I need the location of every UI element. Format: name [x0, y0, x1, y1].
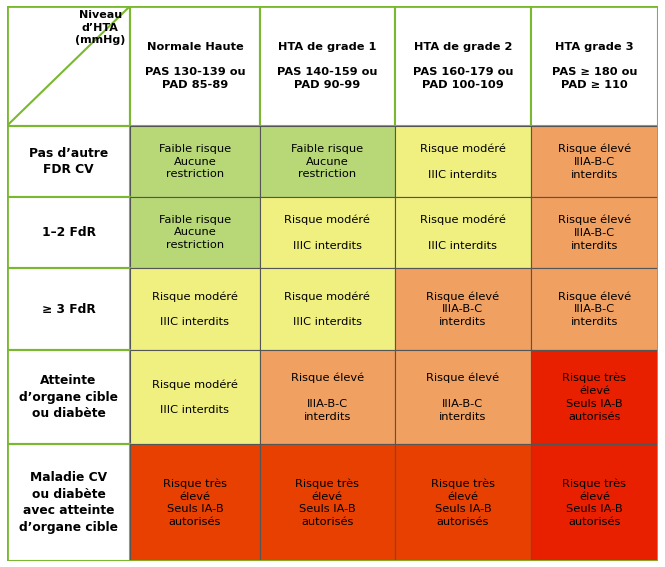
- Text: Faible risque
Aucune
restriction: Faible risque Aucune restriction: [159, 215, 231, 250]
- Bar: [531, 444, 658, 561]
- Bar: [531, 268, 658, 350]
- Text: Atteinte
d’organe cible
ou diabète: Atteinte d’organe cible ou diabète: [19, 374, 118, 420]
- Text: HTA de grade 1

PAS 140-159 ou
PAD 90-99: HTA de grade 1 PAS 140-159 ou PAD 90-99: [277, 41, 378, 90]
- Text: Risque élevé
IIIA-B-C
interdits: Risque élevé IIIA-B-C interdits: [558, 143, 631, 180]
- Bar: [7, 197, 130, 268]
- Text: Risque très
élevé
Seuls IA-B
autorisés: Risque très élevé Seuls IA-B autorisés: [295, 479, 359, 527]
- Text: Pas d’autre
FDR CV: Pas d’autre FDR CV: [29, 147, 108, 176]
- Bar: [259, 6, 395, 126]
- Text: Risque élevé
IIIA-B-C
interdits: Risque élevé IIIA-B-C interdits: [558, 291, 631, 327]
- Text: Faible risque
Aucune
restriction: Faible risque Aucune restriction: [291, 143, 363, 179]
- Bar: [259, 268, 395, 350]
- Bar: [130, 197, 259, 268]
- Bar: [531, 6, 658, 126]
- Text: Risque modéré

IIIC interdits: Risque modéré IIIC interdits: [285, 291, 370, 327]
- Bar: [259, 444, 395, 561]
- Bar: [7, 268, 130, 350]
- Bar: [395, 126, 531, 197]
- Bar: [259, 197, 395, 268]
- Text: ≥ 3 FdR: ≥ 3 FdR: [42, 303, 96, 316]
- Text: Risque très
élevé
Seuls IA-B
autorisés: Risque très élevé Seuls IA-B autorisés: [563, 373, 626, 422]
- Text: Normale Haute

PAS 130-139 ou
PAD 85-89: Normale Haute PAS 130-139 ou PAD 85-89: [145, 41, 245, 90]
- Bar: [130, 350, 259, 444]
- Bar: [7, 126, 130, 197]
- Text: Risque élevé
IIIA-B-C
interdits: Risque élevé IIIA-B-C interdits: [426, 291, 499, 327]
- Text: Risque élevé
IIIA-B-C
interdits: Risque élevé IIIA-B-C interdits: [558, 214, 631, 251]
- Bar: [395, 268, 531, 350]
- Text: Maladie CV
ou diabète
avec atteinte
d’organe cible: Maladie CV ou diabète avec atteinte d’or…: [19, 472, 118, 534]
- Bar: [259, 126, 395, 197]
- Text: Risque modéré

IIIC interdits: Risque modéré IIIC interdits: [420, 143, 506, 180]
- Bar: [130, 126, 259, 197]
- Bar: [395, 444, 531, 561]
- Bar: [259, 350, 395, 444]
- Text: Risque très
élevé
Seuls IA-B
autorisés: Risque très élevé Seuls IA-B autorisés: [563, 479, 626, 527]
- Bar: [130, 6, 259, 126]
- Text: HTA de grade 2

PAS 160-179 ou
PAD 100-109: HTA de grade 2 PAS 160-179 ou PAD 100-10…: [412, 41, 513, 90]
- Text: 1–2 FdR: 1–2 FdR: [41, 226, 96, 239]
- Bar: [7, 444, 130, 561]
- Text: Risque élevé

IIIA-B-C
interdits: Risque élevé IIIA-B-C interdits: [291, 373, 364, 422]
- Bar: [395, 197, 531, 268]
- Bar: [130, 444, 259, 561]
- Bar: [130, 268, 259, 350]
- Text: Faible risque
Aucune
restriction: Faible risque Aucune restriction: [159, 143, 231, 179]
- Text: Risque modéré

IIIC interdits: Risque modéré IIIC interdits: [420, 214, 506, 251]
- Bar: [531, 126, 658, 197]
- Text: HTA grade 3

PAS ≥ 180 ou
PAD ≥ 110: HTA grade 3 PAS ≥ 180 ou PAD ≥ 110: [552, 41, 637, 90]
- Bar: [531, 350, 658, 444]
- Bar: [7, 350, 130, 444]
- Text: Risque très
élevé
Seuls IA-B
autorisés: Risque très élevé Seuls IA-B autorisés: [431, 479, 495, 527]
- Bar: [7, 6, 130, 126]
- Text: Niveau
d’HTA
(mmHg): Niveau d’HTA (mmHg): [75, 10, 125, 45]
- Text: Risque très
élevé
Seuls IA-B
autorisés: Risque très élevé Seuls IA-B autorisés: [163, 479, 227, 527]
- Bar: [395, 350, 531, 444]
- Bar: [531, 197, 658, 268]
- Text: Risque modéré

IIIC interdits: Risque modéré IIIC interdits: [285, 214, 370, 251]
- Text: Risque élevé

IIIA-B-C
interdits: Risque élevé IIIA-B-C interdits: [426, 373, 499, 422]
- Text: Risque modéré

IIIC interdits: Risque modéré IIIC interdits: [152, 291, 238, 327]
- Bar: [395, 6, 531, 126]
- Text: Risque modéré

IIIC interdits: Risque modéré IIIC interdits: [152, 379, 238, 415]
